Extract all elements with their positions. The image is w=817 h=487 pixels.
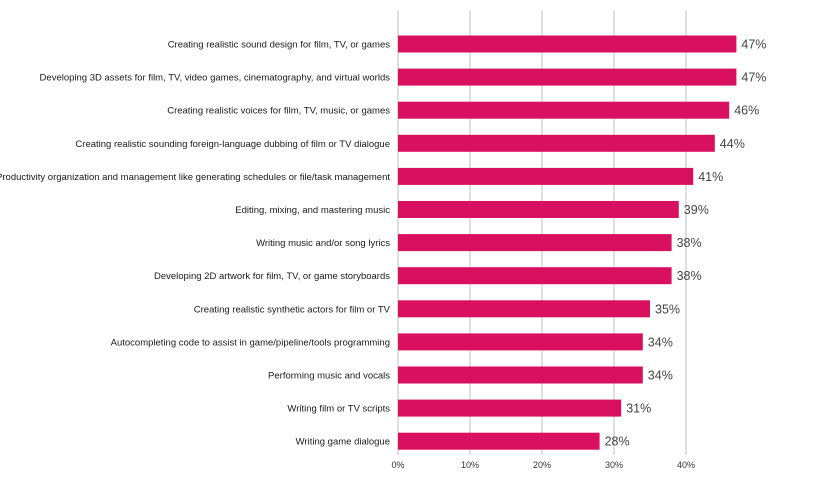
value-label: 44% (720, 137, 745, 151)
category-label: Developing 2D artwork for film, TV, or g… (154, 271, 390, 282)
bar (398, 267, 672, 285)
value-label: 34% (648, 335, 673, 349)
bar (398, 399, 622, 417)
value-label: 47% (741, 38, 766, 52)
value-label: 38% (677, 236, 702, 250)
value-label: 28% (605, 435, 630, 449)
value-label: 41% (698, 170, 723, 184)
category-label: Writing film or TV scripts (287, 404, 390, 415)
value-label: 31% (626, 402, 651, 416)
category-label: Developing 3D assets for film, TV, video… (40, 73, 391, 84)
value-label: 39% (684, 203, 709, 217)
category-label: Performing music and vocals (268, 371, 390, 382)
bar (398, 201, 679, 218)
value-label: 46% (734, 104, 759, 118)
bar (398, 101, 730, 119)
bar (398, 35, 737, 53)
bar (398, 432, 600, 450)
category-label: Creating realistic sounding foreign-lang… (75, 139, 390, 150)
value-label: 34% (648, 369, 673, 383)
value-label: 47% (741, 71, 766, 85)
bars (398, 35, 737, 450)
bar (398, 333, 643, 351)
x-tick-label: 20% (533, 460, 551, 470)
category-label: Productivity organization and management… (0, 172, 390, 183)
value-label: 38% (677, 269, 702, 283)
category-label: Autocompleting code to assist in game/pi… (111, 337, 390, 348)
category-label: Creating realistic synthetic actors for … (194, 304, 391, 315)
category-label: Creating realistic sound design for film… (168, 40, 391, 51)
x-axis-tick-labels: 0% 10% 20% 30% 40% (391, 460, 695, 470)
category-label: Creating realistic voices for film, TV, … (167, 106, 390, 117)
bar (398, 300, 650, 318)
bar (398, 68, 737, 86)
bar (398, 366, 643, 384)
category-label: Writing game dialogue (296, 437, 390, 448)
category-labels: Creating realistic sound design for film… (0, 40, 391, 448)
category-label: Editing, mixing, and mastering music (235, 205, 390, 216)
bar (398, 167, 694, 185)
value-label: 35% (655, 302, 680, 316)
x-tick-label: 0% (391, 460, 404, 470)
value-labels: 47% 47% 46% 44% 41% 39% 38% 38% 35% 34% 34% 31% 28% (605, 38, 767, 449)
x-tick-label: 30% (605, 460, 623, 470)
bar (398, 134, 715, 152)
category-label: Writing music and/or song lyrics (256, 238, 390, 249)
x-tick-label: 10% (461, 460, 479, 470)
x-tick-label: 40% (677, 460, 695, 470)
bar (398, 234, 672, 252)
